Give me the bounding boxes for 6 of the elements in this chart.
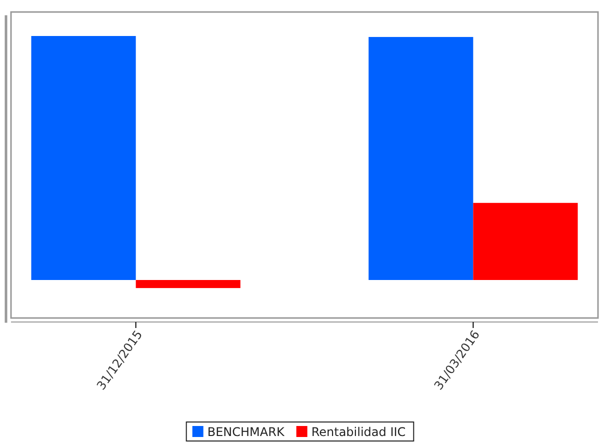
bar [31,36,136,280]
legend-label: BENCHMARK [207,425,286,439]
bar [473,202,578,280]
bar [368,36,474,280]
legend-label: Rentabilidad IIC [311,425,406,439]
bar [136,280,240,288]
